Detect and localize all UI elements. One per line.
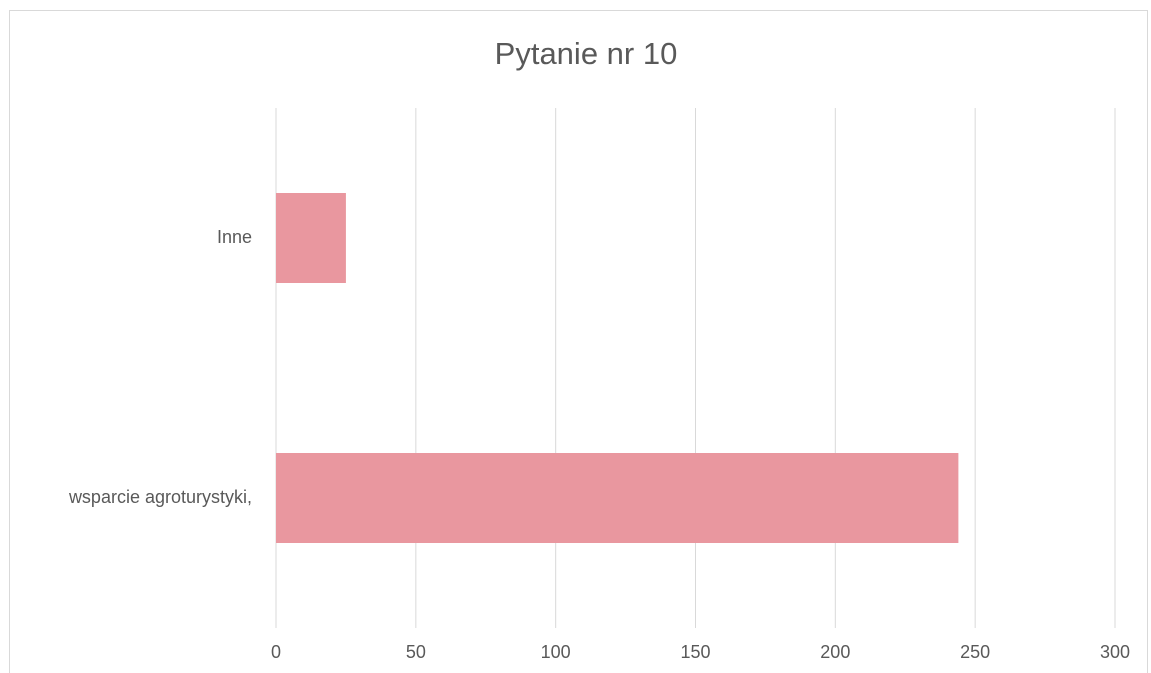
x-tick-label: 250 [960,642,990,662]
y-tick-label: wsparcie agroturystyki, [68,487,252,507]
x-tick-label: 150 [680,642,710,662]
chart-frame [9,10,1148,673]
x-tick-label: 0 [271,642,281,662]
y-tick-label: Inne [217,227,252,247]
x-tick-label: 100 [541,642,571,662]
x-tick-label: 200 [820,642,850,662]
x-tick-label: 300 [1100,642,1130,662]
x-tick-label: 50 [406,642,426,662]
bar [276,193,346,283]
bar [276,453,959,543]
chart-title: Pytanie nr 10 [495,36,678,71]
